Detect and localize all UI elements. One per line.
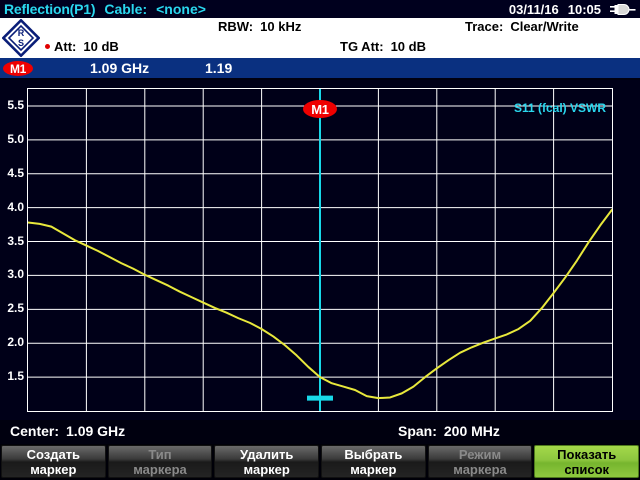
y-axis-tick-label: 5.5 bbox=[7, 97, 24, 112]
trace-name-label: S11 (fcal) VSWR bbox=[513, 101, 606, 115]
softkey-line1: Режим bbox=[458, 446, 502, 462]
plot-frame[interactable]: S11 (fcal) VSWR M1 bbox=[27, 88, 613, 412]
power-plug-icon bbox=[610, 3, 636, 16]
y-axis-tick-label: 1.5 bbox=[7, 369, 24, 384]
center-label: Center: bbox=[10, 423, 60, 439]
trace-mode-readout: Trace: Clear/Write bbox=[465, 19, 579, 34]
marker-amplitude-value: 1.19 bbox=[205, 60, 233, 76]
settings-info-band: R S RBW: 10 kHz Trace: Clear/Write Att: 10 … bbox=[0, 18, 640, 58]
svg-text:R: R bbox=[18, 28, 25, 38]
softkey-2: Тип маркера bbox=[107, 445, 213, 478]
center-span-bar: Center: 1.09 GHz Span: 200 MHz bbox=[0, 420, 640, 444]
softkey-line2: маркера bbox=[453, 461, 507, 477]
time-label: 10:05 bbox=[567, 1, 601, 17]
marker-m1-bubble[interactable]: M1 bbox=[303, 100, 337, 119]
attenuation-readout: Att: 10 dB bbox=[45, 39, 119, 54]
att-label: Att: bbox=[54, 39, 77, 54]
span-value: 200 MHz bbox=[443, 423, 500, 439]
y-axis-tick-label: 2.5 bbox=[7, 301, 24, 316]
marker-readout-bar[interactable]: M1 1.09 GHz 1.19 bbox=[0, 58, 640, 78]
rohde-schwarz-logo: R S bbox=[1, 18, 41, 62]
softkey-line2: список bbox=[564, 461, 610, 477]
att-value: 10 dB bbox=[83, 39, 119, 54]
softkey-line1: Показать bbox=[557, 446, 617, 462]
softkey-line2: маркер bbox=[243, 461, 290, 477]
softkey-6[interactable]: Показать список bbox=[534, 445, 640, 478]
y-axis-tick-label: 4.5 bbox=[7, 165, 24, 180]
y-axis-tick-label: 2.0 bbox=[7, 335, 24, 350]
softkey-line1: Тип bbox=[148, 446, 172, 462]
date-label: 03/11/16 bbox=[508, 1, 559, 17]
tg-att-label: TG Att: bbox=[340, 39, 384, 54]
cable-label: Cable: bbox=[104, 1, 148, 17]
title-bar: Reflection(P1) Cable: <none> 03/11/16 10… bbox=[0, 0, 640, 18]
title-bar-left: Reflection(P1) Cable: <none> bbox=[0, 1, 509, 17]
measurement-mode-label: Reflection(P1) bbox=[4, 1, 96, 17]
y-axis-tick-label: 3.0 bbox=[7, 267, 24, 282]
svg-text:S: S bbox=[18, 38, 24, 48]
center-value: 1.09 GHz bbox=[66, 423, 126, 439]
y-axis-tick-label: 5.0 bbox=[7, 131, 24, 146]
tg-att-value: 10 dB bbox=[390, 39, 426, 54]
softkey-bar: Создать маркер Тип маркера Удалить маркер Выбр… bbox=[0, 444, 640, 480]
rbw-label: RBW: bbox=[218, 19, 254, 34]
y-axis-tick-label: 4.0 bbox=[7, 199, 24, 214]
span-label: Span: bbox=[398, 423, 437, 439]
trace-value: Clear/Write bbox=[510, 19, 579, 34]
span-readout[interactable]: Span: 200 MHz bbox=[398, 423, 500, 439]
title-bar-right: 03/11/16 10:05 bbox=[509, 2, 640, 17]
softkey-line1: Создать bbox=[26, 446, 81, 462]
manual-attenuation-dot-icon bbox=[45, 44, 50, 50]
tg-attenuation-readout: TG Att: 10 dB bbox=[340, 39, 426, 54]
trace-label: Trace: bbox=[465, 19, 504, 34]
trace-plot bbox=[28, 89, 612, 411]
cable-value: <none> bbox=[156, 1, 206, 17]
softkey-1[interactable]: Создать маркер bbox=[1, 445, 106, 478]
marker-frequency-value: 1.09 GHz bbox=[90, 60, 150, 76]
softkey-4[interactable]: Выбрать маркер bbox=[321, 445, 426, 478]
softkey-line2: маркер bbox=[30, 461, 77, 477]
rbw-readout: RBW: 10 kHz bbox=[218, 19, 301, 34]
softkey-3[interactable]: Удалить маркер bbox=[214, 445, 320, 478]
softkey-line1: Выбрать bbox=[344, 446, 403, 462]
center-frequency-readout[interactable]: Center: 1.09 GHz bbox=[10, 423, 125, 439]
graph-area: 5.5 5.0 4.5 4.0 3.5 3.0 2.5 2.0 1.5 S11 (fcal) V… bbox=[0, 80, 640, 420]
y-axis-tick-label: 3.5 bbox=[7, 233, 24, 248]
rbw-value: 10 kHz bbox=[260, 19, 302, 34]
softkey-line2: маркера bbox=[133, 461, 187, 477]
softkey-5: Режим маркера bbox=[427, 445, 533, 478]
marker-badge-m1: M1 bbox=[3, 61, 33, 76]
softkey-line2: маркер bbox=[350, 461, 397, 477]
softkey-line1: Удалить bbox=[240, 446, 294, 462]
